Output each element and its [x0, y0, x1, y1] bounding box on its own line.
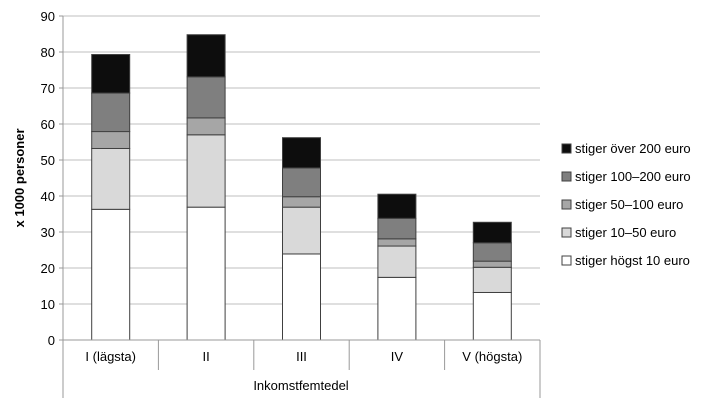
bar-segment — [91, 131, 131, 149]
y-tick-label: 10 — [41, 297, 55, 312]
y-tick-label: 90 — [41, 9, 55, 24]
legend-label: stiger över 200 euro — [575, 141, 691, 156]
x-axis-label: Inkomstfemtedel — [253, 378, 348, 393]
bar-segment — [282, 206, 321, 255]
legend-swatch — [561, 199, 572, 210]
bar-segment — [91, 92, 131, 133]
bar-segment — [472, 291, 512, 341]
bar-segment — [282, 253, 321, 341]
legend-swatch — [561, 143, 572, 154]
x-tick-label: IV — [391, 349, 404, 364]
bar-segment — [186, 206, 226, 341]
x-tick-label: V (högsta) — [462, 349, 522, 364]
legend-label: stiger 100–200 euro — [575, 169, 691, 184]
legend-swatch — [561, 227, 572, 238]
x-tick-label: I (lägsta) — [85, 349, 136, 364]
y-axis-label: x 1000 personer — [12, 128, 27, 227]
legend-swatch — [561, 255, 572, 266]
y-tick-label: 70 — [41, 81, 55, 96]
bar-segment — [472, 221, 512, 244]
bar-segment — [377, 245, 417, 278]
bar-segment — [282, 196, 321, 208]
legend-label: stiger 50–100 euro — [575, 197, 683, 212]
legend-label: stiger högst 10 euro — [575, 253, 690, 268]
y-tick-label: 0 — [48, 333, 55, 348]
bar-segment — [472, 260, 512, 268]
bar-segment — [377, 276, 417, 341]
y-tick-label: 30 — [41, 225, 55, 240]
y-tick-label: 80 — [41, 45, 55, 60]
bar-segment — [91, 208, 131, 341]
x-tick-label: II — [202, 349, 209, 364]
y-tick-label: 40 — [41, 189, 55, 204]
bar-segment — [186, 76, 226, 119]
y-tick-label: 20 — [41, 261, 55, 276]
bar-segment — [377, 238, 417, 247]
bar-segment — [282, 137, 321, 169]
bar-segment — [186, 134, 226, 208]
bar-segment — [91, 54, 131, 94]
x-tick-label: III — [296, 349, 307, 364]
bar-segment — [472, 266, 512, 293]
legend-label: stiger 10–50 euro — [575, 225, 676, 240]
bar-segment — [282, 167, 321, 198]
legend-swatch — [561, 171, 572, 182]
bar-segment — [377, 193, 417, 219]
y-tick-label: 60 — [41, 117, 55, 132]
bar-segment — [472, 242, 512, 262]
y-tick-label: 50 — [41, 153, 55, 168]
bar-segment — [91, 147, 131, 210]
bar-segment — [186, 117, 226, 136]
bar-segment — [377, 217, 417, 240]
bar-segment — [186, 34, 226, 78]
